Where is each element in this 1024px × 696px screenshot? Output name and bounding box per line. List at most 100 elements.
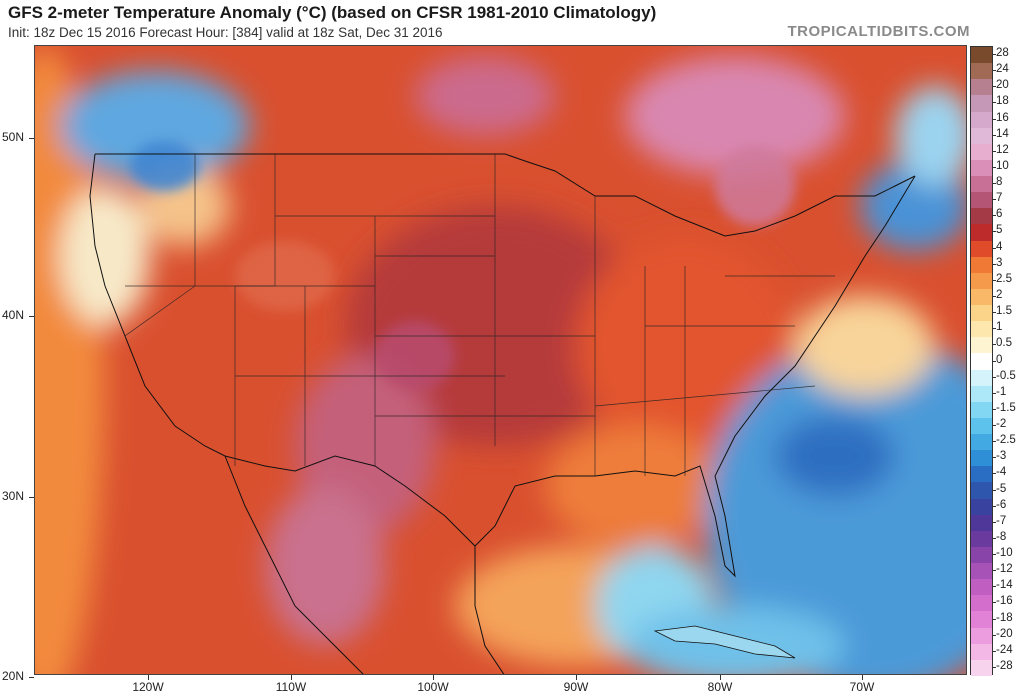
colorbar-label: -14 (996, 579, 1013, 592)
colorbar-label: 1.5 (996, 305, 1012, 318)
colorbar-tick (993, 570, 996, 572)
lat-tick (29, 316, 34, 317)
colorbar-label: -20 (996, 627, 1013, 640)
map-title: GFS 2-meter Temperature Anomaly (°C) (ba… (8, 3, 657, 22)
colorbar-tick (993, 521, 996, 523)
colorbar-label: 20 (996, 79, 1009, 92)
colorbar-swatch (971, 47, 992, 64)
colorbar-swatch (971, 450, 992, 467)
colorbar-swatch (971, 627, 992, 644)
colorbar-tick (993, 360, 996, 362)
colorbar-swatch (971, 288, 992, 305)
utah-patch (235, 241, 335, 311)
lat-label-20n: 20N (2, 669, 25, 683)
colorbar-label: 2.5 (996, 272, 1012, 285)
lat-tick (29, 138, 34, 139)
colorbar-label: 5 (996, 224, 1003, 237)
colorbar-tick (993, 392, 996, 394)
colorbar-tick (993, 86, 996, 88)
lat-tick (29, 497, 34, 498)
colorbar-label: 2 (996, 288, 1003, 301)
colorbar-label: 3 (996, 256, 1003, 269)
manitoba-pink (415, 56, 555, 136)
colorbar-swatch (971, 272, 992, 289)
colorbar-label: -7 (996, 514, 1007, 527)
colorbar-tick (993, 328, 996, 330)
colorbar-tick (993, 473, 996, 475)
colorbar-label: -4 (996, 466, 1007, 479)
colorbar-swatch (971, 337, 992, 354)
state-borders (124, 154, 835, 476)
lon-label-80w: 80W (707, 680, 733, 694)
state-line-o (594, 385, 816, 407)
colorbar-tick (993, 586, 996, 588)
colorbar-tick (993, 166, 996, 168)
colorbar-tick (993, 215, 996, 217)
colorbar-label: -2 (996, 418, 1007, 430)
colorbar-tick (993, 54, 996, 56)
colorbar-swatch (971, 498, 992, 515)
colorbar-label: -18 (996, 611, 1013, 624)
mexico-gulf-coast (474, 546, 505, 674)
colorbar-tick (993, 295, 996, 297)
washington-cold-patch (130, 141, 200, 191)
colorbar-swatch (971, 643, 992, 660)
colorbar-label: -16 (996, 595, 1013, 608)
lon-label-100w: 100W (417, 680, 449, 694)
colorbar-swatch (971, 63, 992, 80)
lon-label-110w: 110W (275, 680, 307, 694)
lat-tick (29, 677, 34, 678)
colorbar-swatch (971, 127, 992, 144)
colorbar-tick (993, 650, 996, 652)
colorbar-swatch (971, 224, 992, 241)
colorbar-label: 12 (996, 143, 1009, 156)
colorbar-tick (993, 666, 996, 668)
mid-atlantic-neutral (795, 296, 935, 396)
colorbar-label: -8 (996, 530, 1007, 543)
colorbar-swatch (971, 546, 992, 563)
colorbar-tick (993, 263, 996, 265)
colorbar-tick (993, 102, 996, 104)
lon-label-120w: 120W (132, 680, 164, 694)
colorbar-swatch (971, 240, 992, 257)
newfoundland-cool (895, 86, 966, 186)
colorbar-swatch (971, 579, 992, 596)
colorbar-tick (993, 634, 996, 636)
colorbar-label: 4 (996, 240, 1003, 253)
hudson-bay-pink (625, 56, 845, 176)
colorbar-swatch (971, 143, 992, 160)
colorbar-tick (993, 344, 996, 346)
colorbar-swatch (971, 595, 992, 612)
lon-label-70w: 70W (849, 680, 875, 694)
lat-label-30n: 30N (2, 489, 25, 503)
colorbar-swatch (971, 353, 992, 370)
colorbar-label: 0 (996, 353, 1003, 366)
colorbar-swatch (971, 321, 992, 338)
colorbar-swatch (971, 530, 992, 547)
colorbar-label: 0.5 (996, 337, 1012, 350)
colorado-patch (375, 321, 455, 391)
colorbar-tick (993, 150, 996, 152)
colorbar-label: -24 (996, 643, 1013, 656)
colorbar-swatch (971, 208, 992, 225)
colorbar-label: 7 (996, 192, 1003, 205)
baja-coast (224, 455, 364, 674)
colorbar-label: 28 (996, 47, 1009, 60)
lon-tick (433, 675, 434, 680)
colorbar-tick (993, 312, 996, 314)
colorbar-label: -12 (996, 563, 1013, 576)
colorbar-tick (993, 441, 996, 443)
colorbar-label: 1 (996, 321, 1003, 334)
anomaly-map[interactable] (34, 45, 967, 675)
colorbar-swatch (971, 159, 992, 176)
colorbar-tick (993, 376, 996, 378)
quebec-patch (715, 146, 795, 226)
colorbar-label: -3 (996, 450, 1007, 463)
colorbar-swatch (971, 385, 992, 402)
colorbar-tick (993, 183, 996, 185)
colorbar-label: -2.5 (996, 434, 1016, 447)
map-canvas (35, 46, 966, 674)
lon-tick (291, 675, 292, 680)
colorbar-tick (993, 279, 996, 281)
colorbar-tick (993, 505, 996, 507)
